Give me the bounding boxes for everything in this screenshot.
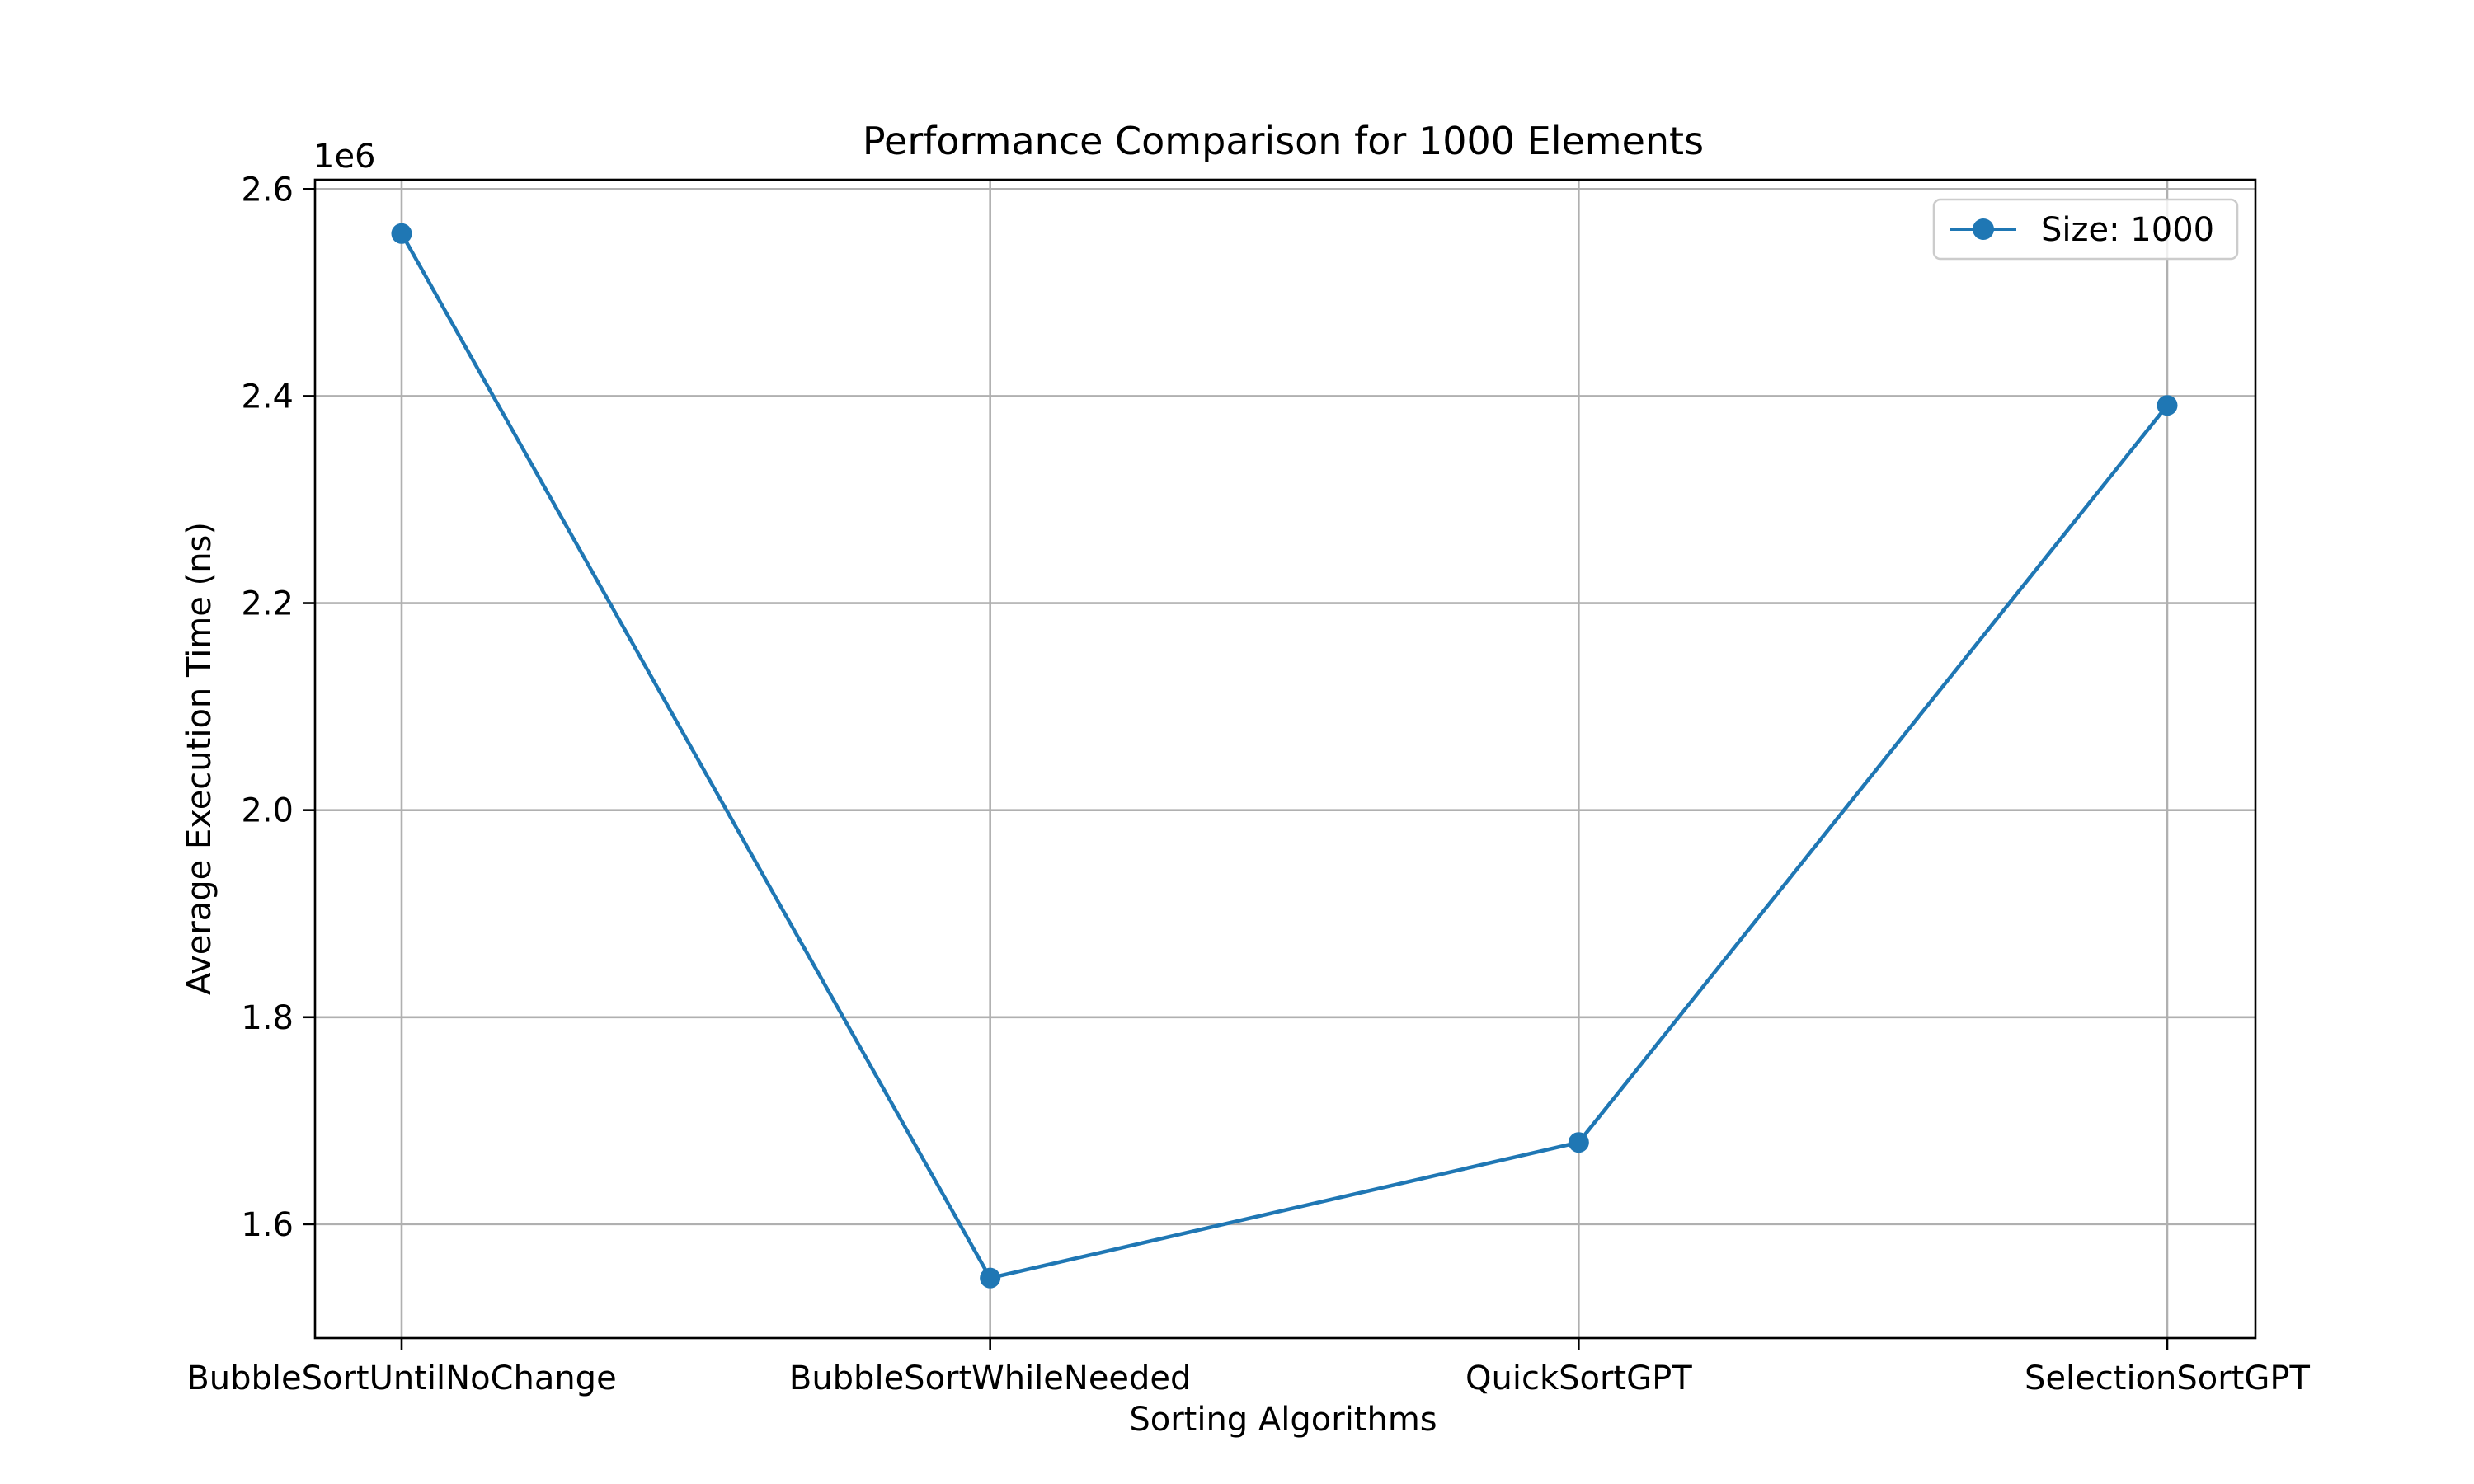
y-axis-label: Average Execution Time (ns): [181, 522, 219, 995]
y-tick-label: 1.8: [241, 999, 294, 1037]
labels: Performance Comparison for 1000 Elements…: [181, 119, 1704, 1439]
y-offset-label: 1e6: [313, 138, 376, 176]
y-tick-label: 1.6: [241, 1206, 294, 1244]
data-point: [2157, 395, 2178, 416]
data-point: [391, 223, 412, 244]
legend-label: Size: 1000: [2041, 211, 2214, 249]
y-tick-label: 2.2: [241, 585, 294, 623]
x-tick-label: BubbleSortWhileNeeded: [789, 1360, 1192, 1397]
y-tick-label: 2.0: [241, 792, 294, 830]
legend-box: [1932, 198, 2239, 261]
x-tick-label: SelectionSortGPT: [2025, 1360, 2310, 1397]
x-tick-label: BubbleSortUntilNoChange: [186, 1360, 616, 1397]
axes-frame: [313, 178, 2257, 1340]
y-tick-label: 2.4: [241, 378, 294, 416]
grid: [315, 180, 2255, 1338]
data-point: [980, 1267, 1001, 1289]
chart-title: Performance Comparison for 1000 Elements: [863, 119, 1704, 163]
y-tick-label: 2.6: [241, 171, 294, 209]
legend-marker: [1973, 218, 1994, 240]
data-point: [1568, 1132, 1589, 1153]
axes: BubbleSortUntilNoChange BubbleSortWhileNe…: [186, 171, 2310, 1397]
x-tick-label: QuickSortGPT: [1465, 1360, 1692, 1397]
series-line: [400, 232, 2169, 1280]
x-axis-label: Sorting Algorithms: [1129, 1401, 1437, 1439]
plot-area: [391, 223, 2178, 1289]
legend: Size: 1000: [1932, 198, 2239, 261]
